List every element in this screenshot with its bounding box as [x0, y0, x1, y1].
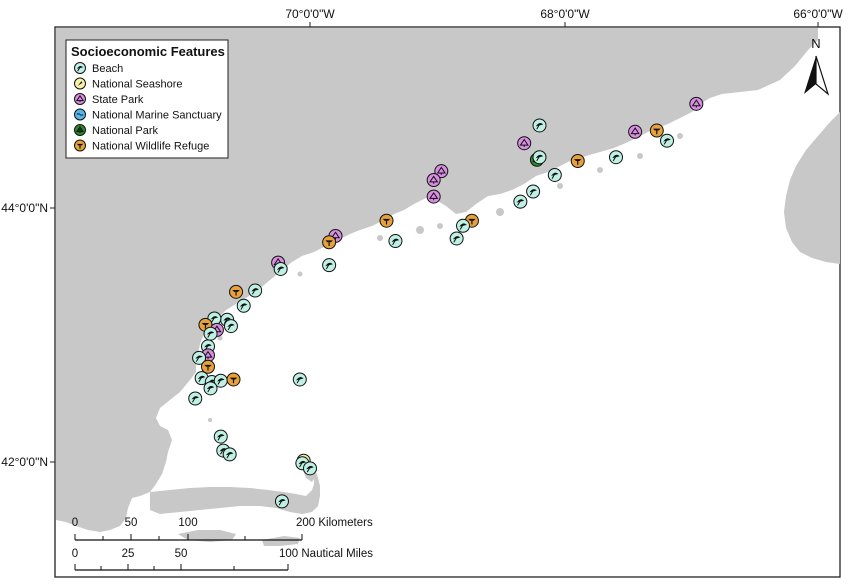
- feature-marker-beach: [236, 298, 251, 313]
- feature-marker-beach: [274, 494, 289, 509]
- legend-icon-natpark: [74, 124, 86, 136]
- feature-marker-beach: [213, 373, 228, 388]
- lon-label-68w: 68°0'0"W: [540, 7, 590, 21]
- feature-marker-beach: [223, 319, 238, 334]
- legend-label-beach: Beach: [92, 63, 123, 75]
- legend-items: Beach National Seashore State Park National…: [74, 62, 222, 153]
- feature-marker-refuge: [570, 154, 585, 169]
- feature-marker-statepark: [426, 173, 441, 188]
- lat-label-42n: 42°0'0"N: [1, 455, 48, 469]
- scale-bar-nm: 0 25 50 100 Nautical Miles: [72, 548, 373, 571]
- frame-ticks: [50, 22, 819, 463]
- scale-km-100: 100: [178, 517, 197, 529]
- feature-marker-beach: [273, 261, 288, 276]
- scale-nm-0: 0: [72, 548, 78, 560]
- legend-label-natpark: National Park: [92, 125, 159, 137]
- legend-title: Socioeconomic Features: [71, 44, 225, 59]
- lon-label-70w: 70°0'0"W: [285, 7, 335, 21]
- feature-marker-beach: [388, 234, 403, 249]
- feature-marker-beach: [449, 231, 464, 246]
- legend-icon-seashore: [74, 77, 86, 90]
- lon-label-66w: 66°0'0"W: [793, 7, 843, 21]
- feature-marker-beach: [292, 372, 307, 387]
- feature-marker-beach: [203, 381, 218, 396]
- feature-marker-beach: [303, 461, 317, 476]
- mainland: [56, 28, 818, 532]
- feature-marker-beach: [513, 194, 528, 209]
- scale-nm-50: 50: [175, 548, 188, 560]
- feature-marker-beach: [203, 326, 218, 341]
- feature-marker-statepark: [426, 189, 441, 204]
- north-arrow-right: [815, 55, 830, 96]
- feature-markers: [188, 96, 704, 509]
- coastal-islands: [208, 68, 702, 422]
- legend-label-sanctuary: National Marine Sanctuary: [92, 110, 222, 122]
- legend-label-statepark: State Park: [92, 94, 144, 106]
- legend-icon-statepark: [74, 93, 86, 105]
- feature-marker-refuge: [229, 284, 244, 299]
- feature-marker-beach: [248, 283, 263, 298]
- scale-km-0: 0: [72, 517, 78, 529]
- feature-marker-statepark: [434, 164, 449, 179]
- scale-nm-100: 100 Nautical Miles: [279, 548, 373, 560]
- feature-marker-statepark: [689, 96, 704, 111]
- north-arrow-label: N: [811, 36, 820, 51]
- feature-marker-beach: [322, 258, 337, 273]
- nova-scotia: [784, 112, 840, 264]
- feature-marker-beach: [532, 150, 547, 165]
- feature-marker-beach: [188, 391, 203, 406]
- scale-km-200: 200 Kilometers: [296, 517, 373, 529]
- feature-marker-refuge: [649, 123, 664, 138]
- scale-km-50: 50: [125, 517, 138, 529]
- feature-marker-beach: [213, 429, 228, 444]
- legend-icon-refuge: [74, 139, 86, 152]
- scale-nm-25: 25: [122, 548, 135, 560]
- feature-marker-beach: [660, 133, 674, 148]
- islands-south-2: [262, 536, 300, 546]
- lat-label-44n: 44°0'0"N: [1, 201, 48, 215]
- feature-marker-beach: [192, 350, 207, 365]
- feature-marker-beach: [526, 184, 541, 199]
- feature-marker-beach: [532, 118, 547, 133]
- legend-label-refuge: National Wildlife Refuge: [92, 141, 209, 153]
- feature-marker-statepark: [628, 124, 643, 139]
- north-arrow: N: [804, 36, 830, 96]
- feature-marker-refuge: [201, 359, 215, 374]
- feature-marker-refuge: [379, 213, 394, 228]
- feature-marker-refuge: [226, 372, 241, 387]
- legend-box: [65, 39, 229, 159]
- legend-label-seashore: National Seashore: [92, 79, 183, 91]
- legend-icon-sanctuary: [74, 108, 86, 121]
- legend: Socioeconomic Features Beach National Sea…: [65, 39, 229, 159]
- legend-icon-beach: [74, 62, 86, 74]
- feature-marker-refuge: [322, 235, 337, 250]
- feature-marker-beach: [456, 218, 470, 233]
- feature-marker-statepark: [517, 136, 532, 151]
- feature-marker-beach: [609, 150, 623, 165]
- feature-marker-beach: [222, 447, 237, 462]
- scale-bar-km: 0 50 100 200 Kilometers: [72, 517, 373, 541]
- islands-south: [178, 530, 236, 542]
- north-arrow-left: [804, 56, 816, 94]
- feature-marker-beach: [547, 167, 562, 182]
